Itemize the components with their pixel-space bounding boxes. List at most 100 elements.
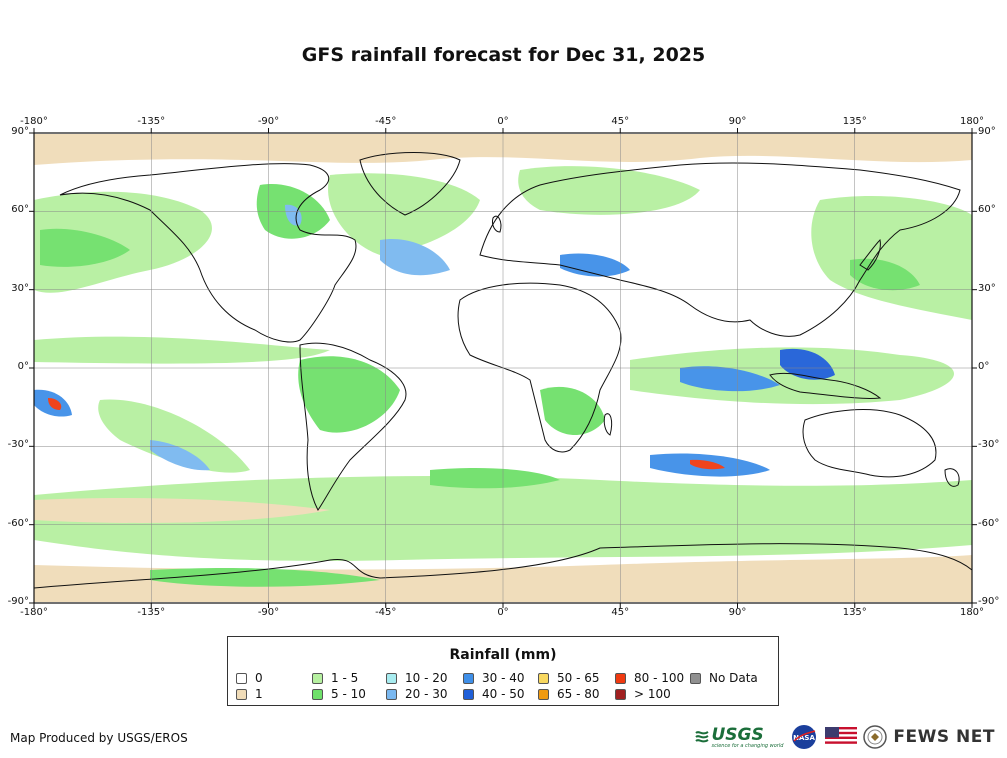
lat-tick-label-left: 30° xyxy=(11,282,29,294)
precip-zone xyxy=(690,459,725,470)
coastline xyxy=(59,163,357,343)
lon-tick-label-top: 45° xyxy=(611,116,630,127)
legend-item: 1 - 5 xyxy=(312,671,358,685)
legend-item: 50 - 65 xyxy=(538,671,600,685)
coastline xyxy=(359,152,461,216)
lat-tick-label-left: 0° xyxy=(17,361,29,372)
rainfall-map xyxy=(29,128,977,608)
coastline xyxy=(457,282,622,453)
precip-zone xyxy=(380,239,450,276)
legend-label: 5 - 10 xyxy=(331,687,366,701)
lon-tick-label-bottom: -135° xyxy=(137,607,166,618)
lon-tick-label-bottom: 90° xyxy=(728,607,747,618)
legend-swatch xyxy=(615,672,626,684)
fews-net-logo: FEWS NET xyxy=(893,727,995,747)
lat-tick-label-right: 90° xyxy=(978,126,996,137)
usgs-logo: USGS science for a changing world xyxy=(695,725,783,749)
lat-tick-label-right: -30° xyxy=(978,439,1000,451)
legend-label: 0 xyxy=(255,671,263,685)
lat-tick-label-right: -60° xyxy=(978,517,1000,529)
legend-label: 1 - 5 xyxy=(331,671,359,685)
precip-zone xyxy=(34,191,212,293)
legend-item: 65 - 80 xyxy=(538,687,600,701)
legend-swatch xyxy=(538,688,549,700)
legend-swatch xyxy=(615,688,626,700)
legend-label: 80 - 100 xyxy=(634,671,685,685)
precip-zone xyxy=(98,399,251,473)
coastline xyxy=(33,543,973,589)
legend-swatch xyxy=(463,688,474,700)
coastline xyxy=(769,372,882,399)
legend-label: > 100 xyxy=(634,687,671,701)
precip-zone xyxy=(34,498,330,523)
legend-item: 10 - 20 xyxy=(386,671,448,685)
precip-zone xyxy=(430,468,560,489)
coastline xyxy=(859,238,881,271)
lon-tick-label-bottom: -90° xyxy=(257,607,280,618)
lat-tick-label-left: -90° xyxy=(7,596,29,607)
precip-zone xyxy=(48,398,62,410)
precip-zone xyxy=(150,568,380,587)
partner-logos: USGS science for a changing world NASA F… xyxy=(695,724,995,750)
precip-zone xyxy=(150,440,210,471)
coastline xyxy=(603,413,613,436)
state-seal-icon xyxy=(863,725,888,749)
precip-zone xyxy=(630,347,954,405)
precip-zone xyxy=(518,166,700,215)
map-title: GFS rainfall forecast for Dec 31, 2025 xyxy=(301,44,706,66)
lon-tick-label-bottom: 45° xyxy=(611,607,630,618)
coastline xyxy=(802,409,937,478)
precip-zone xyxy=(780,348,835,380)
legend-swatch xyxy=(236,672,247,684)
lon-tick-label-bottom: 0° xyxy=(497,607,509,618)
legend-swatch xyxy=(690,672,701,684)
coastline xyxy=(944,468,960,487)
legend-label: 50 - 65 xyxy=(557,671,600,685)
legend-item: 1 xyxy=(236,687,263,701)
lon-tick-label-top: 90° xyxy=(728,116,747,127)
lon-tick-label-bottom: 180° xyxy=(959,607,985,618)
legend: Rainfall (mm) 0 1 1 - 5 5 - 10 10 - 20 20 - 3… xyxy=(227,636,779,706)
legend-label: 30 - 40 xyxy=(482,671,525,685)
legend-item: 80 - 100 xyxy=(615,671,684,685)
legend-item: No Data xyxy=(690,671,758,685)
usgs-wave-icon xyxy=(695,731,710,743)
lon-tick-label-bottom: -45° xyxy=(375,607,397,618)
legend-label: 20 - 30 xyxy=(405,687,448,701)
precip-zone xyxy=(560,253,630,277)
legend-label: 40 - 50 xyxy=(482,687,525,701)
legend-item: 30 - 40 xyxy=(463,671,525,685)
usgs-tagline: science for a changing world xyxy=(711,743,784,749)
legend-swatch xyxy=(236,688,247,700)
lon-tick-label-top: -180° xyxy=(20,116,48,127)
precip-zone xyxy=(811,195,972,320)
lat-tick-label-right: 30° xyxy=(978,282,996,294)
coastline xyxy=(299,342,407,511)
legend-label: 1 xyxy=(255,687,263,701)
lat-tick-label-left: 60° xyxy=(11,204,29,216)
legend-item: > 100 xyxy=(615,687,671,701)
precip-zone xyxy=(40,228,130,267)
precip-zone xyxy=(680,366,780,392)
lon-tick-label-top: -45° xyxy=(375,116,397,127)
lat-tick-label-left: -60° xyxy=(7,517,29,529)
legend-label: 10 - 20 xyxy=(405,671,448,685)
lat-tick-label-right: -90° xyxy=(978,596,1000,607)
svg-text:NASA: NASA xyxy=(794,734,816,742)
lat-tick-label-right: 0° xyxy=(978,361,990,372)
coastlines xyxy=(33,152,973,589)
legend-item: 5 - 10 xyxy=(312,687,366,701)
legend-swatch xyxy=(463,672,474,684)
precip-zone xyxy=(34,336,330,364)
lat-tick-label-left: -30° xyxy=(7,439,29,451)
coastline xyxy=(479,162,961,337)
lon-tick-label-bottom: 135° xyxy=(842,607,867,618)
lon-tick-label-top: 135° xyxy=(842,116,867,127)
legend-swatch xyxy=(538,672,549,684)
legend-item: 20 - 30 xyxy=(386,687,448,701)
frame-ticks xyxy=(29,128,977,608)
us-flag-icon xyxy=(825,727,858,747)
legend-item: 40 - 50 xyxy=(463,687,525,701)
precip-zone xyxy=(298,356,400,433)
precip-zone xyxy=(850,258,920,291)
